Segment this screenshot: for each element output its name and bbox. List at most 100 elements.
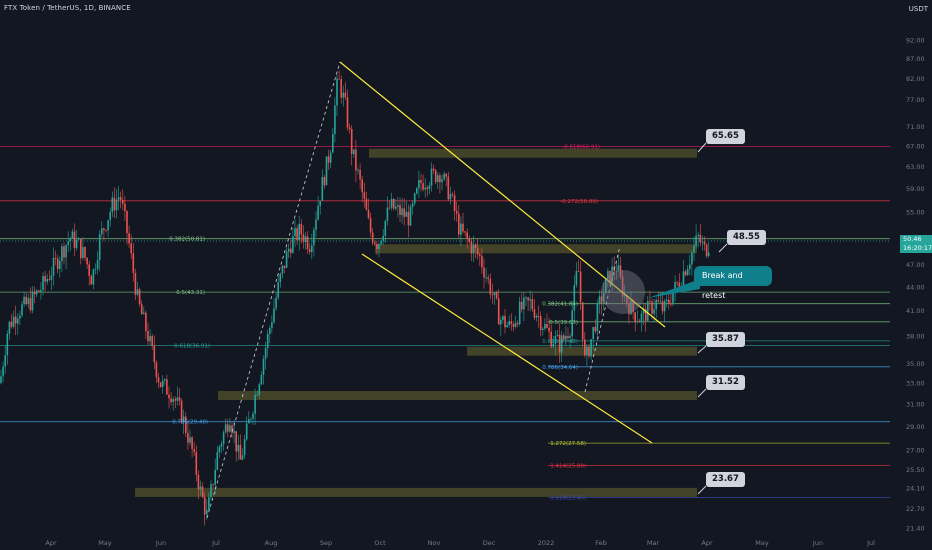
candle-body [592,326,594,340]
candle-body [222,432,225,444]
candle-body [332,134,334,153]
y-tick-label: 63.00 [906,163,925,171]
candle-body [342,92,345,98]
candle-body [668,299,670,304]
candle-body [262,358,265,375]
candle-body [231,425,233,433]
candle-body [256,394,258,396]
callout-23-67: 23.67 [706,472,745,487]
candle-body [695,235,697,246]
candle-body [510,321,513,325]
candle-body [283,265,286,268]
candle-body [73,231,76,249]
candle-body [594,326,597,332]
candle-body [682,271,685,287]
candle-body [676,282,678,283]
candle-body [210,484,212,498]
candle-body [556,335,559,336]
x-tick-label: Aug [265,539,278,547]
candle-body [313,229,315,246]
candle-body [168,394,170,399]
candle-body [82,247,84,258]
candle-body [29,298,32,311]
candle-body [512,324,515,327]
candle-body [275,297,277,309]
candle-body [292,236,294,253]
candle-body [4,355,6,367]
candle-body [157,377,160,383]
price-axis: 92.00 87.00 82.00 77.00 71.00 67.00 63.00 59.00… [906,37,925,533]
candle-body [42,276,44,290]
candle-body [584,339,586,356]
candle-body [439,175,441,183]
candle-body [432,168,435,171]
candle-body [212,484,214,485]
candle-body [71,231,74,239]
candle-body [521,301,523,310]
fib-label: 0.618(37.43) [542,339,578,345]
candle-body [361,179,363,193]
candle-body [605,278,607,294]
callout-35-87: 35.87 [706,332,745,347]
candle-body [390,198,393,208]
candle-body [376,244,378,249]
candle-body [315,219,317,230]
fib-label: 0.5(43.31) [176,290,205,296]
candle-body [665,299,668,302]
candle-body [128,233,130,244]
candle-body [462,223,464,232]
candle-body [80,238,82,258]
price-zone [135,487,697,497]
candle-body [180,400,183,423]
candle-body [96,260,99,269]
candle-body [321,177,324,201]
candle-body [653,309,655,314]
y-tick-label: 22.70 [906,505,925,513]
candle-body [48,279,51,280]
candle-body [502,316,504,320]
fib-label: 0.786(29.40) [172,420,208,426]
candle-body [495,292,498,299]
candle-body [642,308,645,314]
candle-body [101,228,103,235]
projection-dashed-lines [206,61,621,519]
candle-body [581,302,584,340]
candle-body [193,449,195,452]
candle-body [241,455,244,460]
candle-body [378,244,380,249]
candle-body [619,265,622,277]
candle-body [86,257,88,265]
candle-body [21,304,23,316]
callout-pointer [697,485,707,495]
candle-body [598,296,601,304]
candle-body [430,168,433,186]
candle-body [474,244,477,248]
candle-body [554,336,557,344]
candle-body [689,264,691,269]
candle-body [466,232,468,239]
candle-body [56,258,59,269]
candle-body [420,180,422,183]
candle-body [529,299,531,301]
fib-label: 0.618(36.91) [174,344,210,350]
callout-pointer [697,142,707,153]
candle-body [644,308,647,321]
candle-body [672,293,674,305]
candle-body [77,238,80,240]
candle-body [229,425,231,432]
candle-body [189,437,191,443]
candle-body [46,279,48,282]
candle-body [626,294,628,303]
y-tick-label: 29.00 [906,423,925,431]
price-zone [369,148,697,158]
candle-body [323,177,326,186]
candle-body [371,232,374,243]
candle-body [596,303,599,332]
candle-body [525,297,527,299]
y-tick-label: 55.00 [906,209,925,217]
candle-body [239,444,242,460]
candle-body [302,234,305,242]
candle-body [206,509,208,515]
candle-body [380,240,382,245]
